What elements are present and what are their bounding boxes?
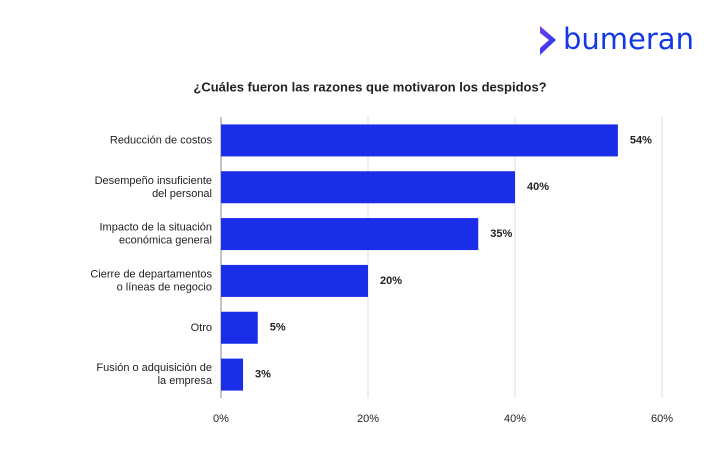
y-tick-label: Reducción de costos (110, 134, 213, 146)
y-tick-label-line: o líneas de negocio (117, 281, 212, 293)
y-tick-label-line: económica general (119, 234, 212, 246)
logo-icon (540, 26, 556, 55)
value-label: 54% (630, 134, 652, 146)
value-label: 35% (490, 228, 512, 240)
value-label: 20% (380, 275, 402, 287)
y-tick-label-line: Desempeño insuficiente (95, 175, 212, 187)
y-tick-label: Desempeño insuficiente del personal (95, 175, 212, 200)
x-tick-label: 0% (213, 413, 229, 425)
bar (221, 358, 244, 391)
y-tick-label: Otro (191, 322, 212, 334)
chart-title: ¿Cuáles fueron las razones que motivaron… (193, 79, 546, 94)
bar (221, 124, 618, 157)
y-tick-label-line: Otro (191, 322, 212, 334)
y-tick-label: Impacto de la situación económica general (99, 221, 212, 246)
y-tick-label-line: la empresa (158, 375, 213, 387)
y-tick-label-line: Cierre de departamentos (90, 268, 212, 280)
bar (221, 264, 368, 297)
logo: bumeran (563, 22, 694, 56)
x-tick-label: 40% (504, 413, 526, 425)
y-tick-label: Cierre de departamentos o líneas de negoc… (90, 268, 212, 293)
bar (221, 218, 479, 251)
y-tick-label-line: Reducción de costos (110, 134, 213, 146)
y-tick-label: Fusión o adquisición de la empresa (96, 362, 212, 387)
bar (221, 171, 515, 204)
y-tick-label-line: Impacto de la situación (99, 221, 212, 233)
value-label: 40% (527, 181, 549, 193)
y-tick-label-line: Fusión o adquisición de (96, 362, 212, 374)
x-tick-label: 60% (651, 413, 673, 425)
x-tick-label: 20% (357, 413, 379, 425)
y-tick-label-line: del personal (152, 188, 212, 200)
bar (221, 311, 258, 344)
value-label: 5% (270, 322, 286, 334)
value-label: 3% (255, 368, 271, 380)
